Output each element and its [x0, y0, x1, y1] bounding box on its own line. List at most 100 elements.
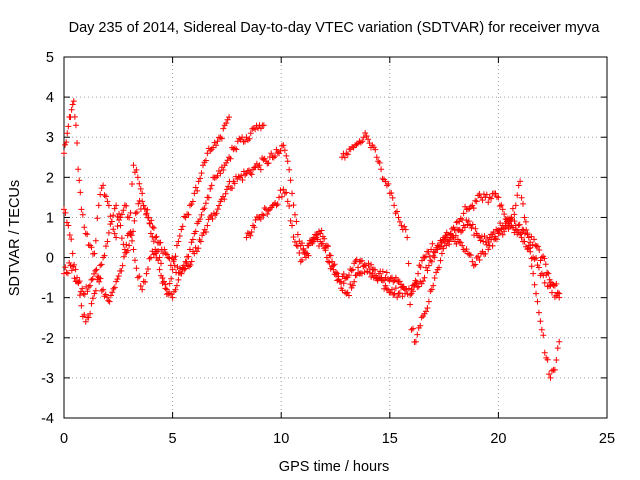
data-point [70, 263, 77, 270]
data-point [242, 171, 249, 178]
data-point [392, 285, 399, 292]
data-point [414, 331, 421, 338]
data-point [518, 234, 525, 241]
data-point [221, 196, 228, 203]
data-point [133, 166, 140, 173]
data-point [506, 215, 513, 222]
data-point [213, 210, 220, 217]
data-point [78, 302, 85, 309]
data-point [108, 218, 115, 225]
data-point [425, 298, 432, 305]
data-point [508, 214, 515, 221]
data-point [178, 226, 185, 233]
data-point [467, 222, 474, 229]
data-point [387, 275, 394, 282]
data-point [233, 146, 240, 153]
data-point [533, 255, 540, 261]
data-point [66, 231, 73, 238]
data-point [247, 169, 254, 176]
data-point [272, 152, 279, 159]
data-point [437, 237, 444, 244]
data-point [400, 283, 407, 290]
data-point [340, 271, 347, 278]
data-point [139, 286, 146, 293]
data-point [84, 231, 91, 238]
data-point [94, 215, 101, 222]
data-point [204, 222, 211, 229]
data-point [388, 189, 395, 196]
data-point [284, 198, 291, 205]
data-point [129, 180, 136, 187]
data-point [156, 266, 163, 273]
data-point [398, 222, 405, 229]
data-point [175, 269, 182, 276]
data-point [147, 230, 154, 237]
data-point [65, 123, 72, 130]
data-point [242, 138, 248, 145]
data-point [479, 197, 486, 204]
data-point [429, 240, 436, 247]
y-tick-label: -4 [41, 411, 54, 427]
data-point [202, 200, 209, 207]
data-point [107, 221, 114, 228]
data-point [118, 235, 125, 242]
y-tick-label: -3 [41, 371, 54, 387]
data-point [115, 272, 122, 279]
data-point [182, 265, 189, 272]
data-point [82, 318, 89, 325]
data-point [98, 287, 105, 294]
data-point [170, 258, 177, 265]
series-track-4 [243, 186, 563, 298]
data-point [91, 290, 98, 297]
data-point [229, 185, 236, 192]
data-point [93, 266, 100, 273]
data-point [62, 209, 69, 216]
data-point [401, 223, 408, 230]
data-point [496, 203, 503, 210]
data-point [189, 198, 196, 205]
data-point [153, 233, 160, 240]
data-point [556, 294, 563, 301]
data-point [383, 182, 390, 189]
data-point [220, 166, 227, 173]
data-point [293, 242, 300, 249]
data-point [114, 276, 121, 283]
data-point [546, 276, 553, 283]
data-point [314, 231, 321, 238]
data-point [405, 285, 412, 292]
data-point [360, 263, 367, 270]
data-point [408, 326, 415, 333]
data-point [467, 252, 474, 259]
data-point [235, 173, 242, 180]
data-point [415, 270, 422, 277]
data-point [88, 244, 95, 251]
data-point [89, 275, 96, 282]
data-point [427, 257, 434, 264]
data-point [169, 294, 176, 301]
data-point [322, 247, 329, 254]
data-point [110, 285, 117, 292]
data-points [61, 98, 563, 381]
data-point [98, 185, 105, 192]
data-point [531, 281, 538, 288]
data-point [248, 228, 255, 235]
data-point [428, 286, 435, 293]
x-tick-label: 0 [60, 431, 68, 447]
data-point [469, 221, 476, 228]
data-point [489, 242, 496, 249]
data-point [289, 190, 296, 197]
data-point [88, 300, 95, 307]
data-point [179, 223, 186, 230]
data-point [332, 271, 339, 278]
data-point [134, 274, 141, 281]
data-point [123, 202, 130, 209]
data-point [444, 238, 451, 245]
data-point [110, 226, 117, 233]
data-point [490, 229, 497, 236]
data-point [111, 230, 118, 237]
data-point [537, 257, 544, 264]
data-point [277, 147, 284, 154]
data-point [521, 238, 528, 245]
data-point [163, 286, 170, 293]
data-point [200, 162, 207, 169]
